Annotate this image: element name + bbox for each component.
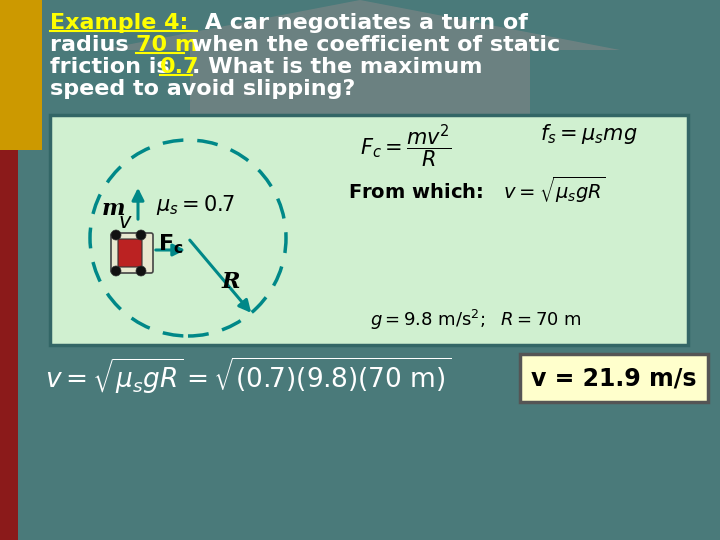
- Circle shape: [136, 230, 146, 240]
- Text: $v$: $v$: [118, 212, 132, 232]
- FancyBboxPatch shape: [118, 239, 142, 267]
- Circle shape: [136, 266, 146, 276]
- Text: friction is: friction is: [50, 57, 177, 77]
- Text: A car negotiates a turn of: A car negotiates a turn of: [197, 13, 528, 33]
- Text: From which:   $v = \sqrt{\mu_s gR}$: From which: $v = \sqrt{\mu_s gR}$: [348, 175, 606, 205]
- Text: . What is the maximum: . What is the maximum: [192, 57, 482, 77]
- Text: $\mu_s = 0.7$: $\mu_s = 0.7$: [156, 193, 235, 217]
- Text: when the coefficient of static: when the coefficient of static: [184, 35, 560, 55]
- Text: R: R: [222, 271, 240, 293]
- Text: 70 m: 70 m: [136, 35, 198, 55]
- FancyBboxPatch shape: [520, 354, 708, 402]
- Text: m: m: [102, 198, 125, 220]
- Text: $g = 9.8\ \mathrm{m/s^2};\ \ R = 70\ \mathrm{m}$: $g = 9.8\ \mathrm{m/s^2};\ \ R = 70\ \ma…: [370, 308, 582, 332]
- Text: $f_s = \mu_s mg$: $f_s = \mu_s mg$: [540, 122, 637, 146]
- Polygon shape: [100, 0, 620, 145]
- FancyBboxPatch shape: [111, 233, 153, 273]
- Text: speed to avoid slipping?: speed to avoid slipping?: [50, 79, 356, 99]
- Polygon shape: [0, 0, 42, 150]
- Text: v = 21.9 m/s: v = 21.9 m/s: [531, 366, 697, 390]
- Text: $v = \sqrt{\mu_s gR} = \sqrt{(0.7)(9.8)(70\ \mathrm{m})}$: $v = \sqrt{\mu_s gR} = \sqrt{(0.7)(9.8)(…: [45, 355, 451, 396]
- Text: Example 4:: Example 4:: [50, 13, 189, 33]
- Circle shape: [111, 266, 121, 276]
- FancyBboxPatch shape: [50, 115, 688, 345]
- Text: radius: radius: [50, 35, 136, 55]
- Text: $\mathbf{F_c}$: $\mathbf{F_c}$: [158, 232, 184, 256]
- Text: 0.7: 0.7: [160, 57, 199, 77]
- Circle shape: [111, 230, 121, 240]
- Polygon shape: [0, 0, 18, 540]
- Text: $F_c = \dfrac{mv^2}{R}$: $F_c = \dfrac{mv^2}{R}$: [360, 122, 452, 170]
